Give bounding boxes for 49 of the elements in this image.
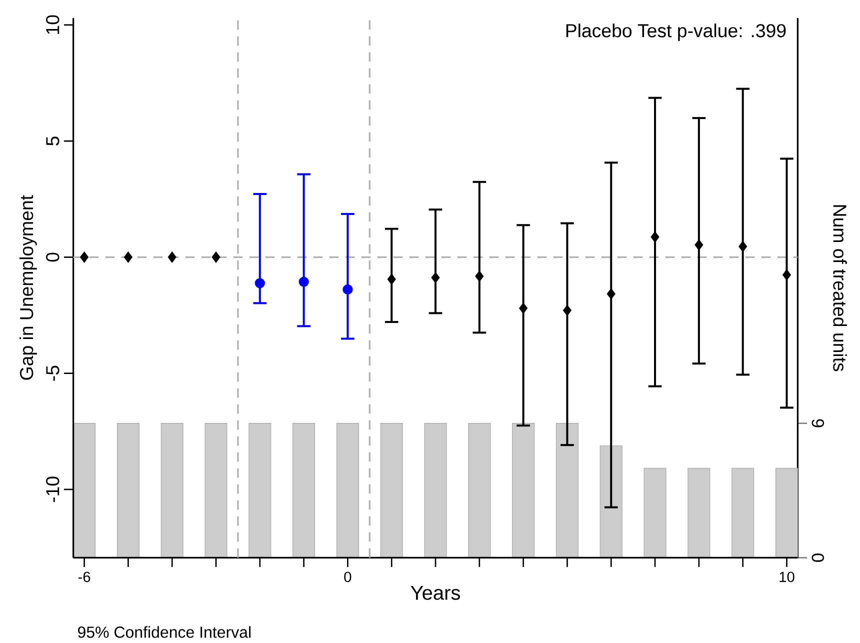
y2-tick-label: 6 (812, 419, 824, 428)
point (342, 284, 353, 295)
point (650, 231, 660, 243)
point (254, 278, 265, 288)
point (562, 304, 572, 316)
bar (116, 423, 140, 558)
point (124, 252, 132, 263)
point (80, 252, 89, 263)
bar (380, 423, 403, 558)
y-axis-title: Gap in Unemployment (19, 195, 37, 380)
y-tick-label: 5 (46, 136, 60, 146)
bar (336, 423, 359, 558)
point (168, 252, 176, 263)
point (212, 252, 220, 263)
point (519, 302, 528, 314)
x-axis-title: Years (410, 586, 460, 600)
y2-tick-label: 0 (812, 554, 824, 562)
point (387, 274, 396, 285)
bar (73, 423, 96, 558)
y-tick-label: 10 (46, 15, 60, 34)
bar (160, 423, 184, 558)
bar (644, 468, 666, 558)
bar (512, 423, 535, 558)
y-tick-label: -10 (46, 476, 60, 502)
point (782, 269, 792, 280)
bar (775, 468, 798, 558)
bar (204, 423, 228, 558)
x-tick-label: 10 (780, 572, 794, 582)
bar (600, 445, 622, 558)
point (298, 276, 309, 287)
point (738, 240, 748, 252)
point (431, 272, 440, 284)
x-tick-label: 0 (344, 572, 352, 582)
point (475, 270, 484, 282)
bar (468, 423, 491, 558)
bar (556, 423, 578, 558)
point (694, 239, 704, 250)
bar (424, 423, 447, 558)
bar (292, 423, 316, 558)
annotation: Placebo Test p-value: .399 (566, 24, 786, 42)
y2-axis-title: Num of treated units (833, 205, 847, 372)
y-tick-label: -5 (46, 366, 60, 381)
bar (732, 468, 754, 558)
bar (248, 423, 272, 558)
point (606, 288, 616, 300)
y-tick-label: 0 (46, 252, 60, 262)
x-tick-label: -6 (78, 572, 90, 582)
bar (688, 468, 710, 558)
text: 95% Confidence Interval (78, 626, 250, 638)
